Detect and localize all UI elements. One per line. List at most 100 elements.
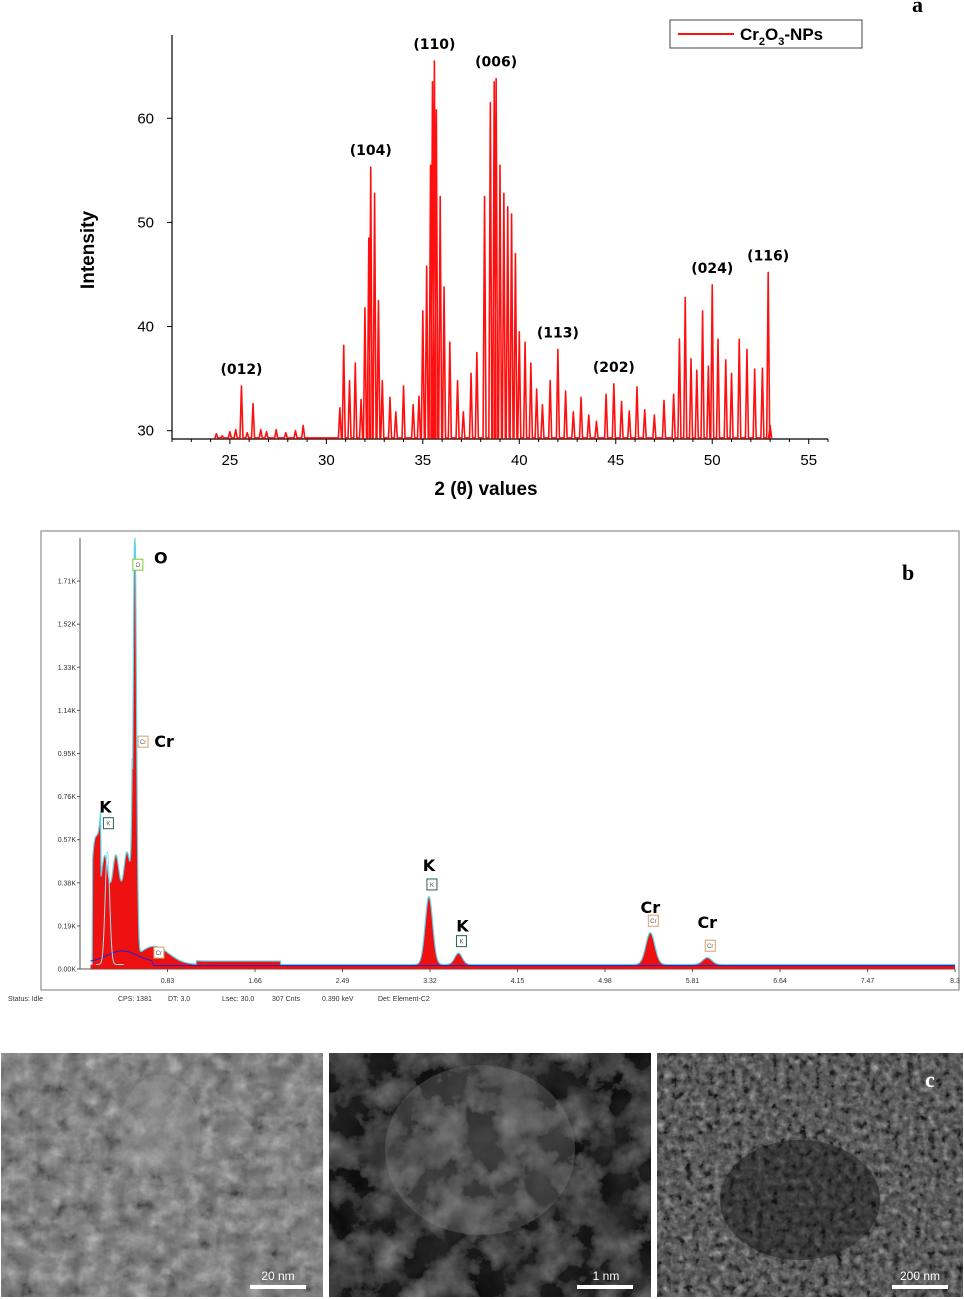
eds-k-fit-curve [95, 850, 124, 965]
eds-element-tag-text: K [430, 883, 434, 889]
xrd-series-line [214, 60, 773, 439]
eds-y-tick-label: 0.76K [58, 794, 77, 801]
eds-element-label: K [423, 856, 436, 875]
eds-y-tick-label: 0.95K [58, 751, 77, 758]
eds-x-tick-label: 5.81 [686, 978, 700, 985]
eds-element-tag-text: K [106, 822, 110, 828]
xrd-x-axis-title: 2 (θ) values [434, 479, 537, 500]
xrd-x-tick-label: 40 [511, 452, 528, 469]
panel-letter-b: b [902, 560, 914, 585]
eds-element-tag-text: O [135, 563, 140, 569]
eds-element-tag-box [153, 946, 165, 959]
eds-status-bar: Status: Idle CPS: 1381 DT: 3.0 Lsec: 30.… [8, 996, 430, 1003]
eds-element-tag-box [137, 735, 149, 748]
xrd-y-tick-label: 40 [137, 319, 154, 336]
scale-bar-label-3: 200 nm [900, 1269, 940, 1283]
xrd-x-tick-label: 45 [607, 452, 624, 469]
eds-y-tick-label: 0.38K [58, 880, 77, 887]
sem-images: 20 nm 1 nm c 200 nm [1, 1053, 963, 1297]
sem-image-1-texture [1, 1053, 323, 1297]
xrd-peak-label: (006) [475, 55, 517, 71]
eds-x-tick-label: 0.83 [161, 978, 175, 985]
status-state: Status: Idle [8, 996, 43, 1003]
eds-x-tick-label: 2.49 [336, 978, 350, 985]
xrd-x-tick-label: 50 [704, 452, 721, 469]
xrd-axes: 25 30 35 40 45 50 55 30 40 50 60 (012) (104) (110) (00… [137, 35, 829, 469]
eds-y-tick-label: 1.33K [58, 665, 77, 672]
eds-element-label: K [99, 798, 112, 817]
eds-spectrum-outline [90, 537, 955, 966]
eds-element-tag-text: Cr [650, 919, 656, 925]
eds-element-tag-box [704, 939, 716, 952]
eds-x-tick-label: 7.47 [861, 978, 875, 985]
eds-x-tick-label: 1.66 [248, 978, 262, 985]
xrd-x-tick-label: 55 [800, 452, 817, 469]
legend-box [669, 19, 863, 49]
eds-element-label: Cr [641, 898, 661, 917]
eds-x-tick-label: 6.64 [773, 978, 787, 985]
eds-element-label: O [154, 548, 168, 567]
eds-element-tag-box [132, 558, 144, 571]
eds-x-tick-label: 3.32 [423, 978, 437, 985]
xrd-y-tick-label: 50 [137, 214, 154, 231]
eds-x-tick-label: 8.3 [950, 978, 960, 985]
xrd-peak-label: (104) [350, 143, 392, 159]
sem-image-3: c 200 nm [657, 1053, 963, 1297]
xrd-peak-label: (024) [691, 261, 733, 277]
status-detector: Det: Element-C2 [378, 996, 430, 1003]
eds-x-tick-label: 4.15 [511, 978, 525, 985]
xrd-x-tick-label: 25 [222, 452, 239, 469]
xrd-peak-label: (116) [747, 248, 789, 264]
scale-bar-label-1: 20 nm [261, 1269, 294, 1283]
sem-image-3-texture [657, 1053, 963, 1297]
status-dt: DT: 3.0 [168, 996, 190, 1003]
xrd-x-tick-label: 35 [414, 452, 431, 469]
eds-chart: b 0.00K 0.19K 0.38K 0.57K 0.76K 0.95K 1.14K 1.3… [8, 530, 960, 1003]
sem-image-1: 20 nm [1, 1053, 323, 1297]
eds-y-tick-label: 1.52K [58, 622, 77, 629]
eds-element-tag-box [647, 914, 659, 927]
xrd-peak-label: (012) [220, 362, 262, 378]
eds-y-tick-label: 1.14K [58, 708, 77, 715]
panel-letter-a: a [912, 0, 923, 17]
eds-element-tag-box [455, 935, 467, 948]
eds-element-tag-text: Cr [707, 944, 713, 950]
scale-bar-label-2: 1 nm [593, 1269, 620, 1283]
status-cps: CPS: 1381 [118, 996, 152, 1003]
xrd-y-axis-title: Intensity [78, 211, 99, 290]
eds-element-tag-text: K [459, 940, 463, 946]
eds-element-tag-text: Cr [140, 740, 146, 746]
sem-image-1-grain [120, 1075, 200, 1185]
eds-element-label: Cr [154, 732, 174, 751]
eds-element-tag-box [426, 878, 438, 891]
xrd-y-tick-label: 30 [137, 423, 154, 440]
xrd-peak-label: (113) [537, 325, 579, 341]
xrd-peak-label: (202) [593, 360, 635, 376]
eds-spectrum [90, 537, 955, 969]
eds-frame [40, 530, 960, 991]
panel-letter-c: c [925, 1067, 935, 1092]
eds-element-label: Cr [697, 913, 717, 932]
eds-element-tag-box [102, 817, 114, 830]
sem-image-2-particle [385, 1065, 575, 1235]
eds-element-tag-text: Cr [156, 951, 162, 957]
xrd-peak-label: (110) [413, 37, 455, 53]
eds-y-tick-label: 0.00K [58, 967, 77, 974]
xrd-chart: a 25 30 35 40 45 50 55 30 40 50 60 (012) (104) (110) (… [78, 0, 923, 500]
xrd-y-tick-label: 60 [137, 110, 154, 127]
status-cnts: 307 Cnts [272, 996, 301, 1003]
legend-label: Cr2O3-NPs [740, 25, 823, 48]
xrd-x-tick-label: 30 [318, 452, 335, 469]
eds-element-label: K [456, 917, 469, 936]
sem-image-2: 1 nm [329, 1053, 651, 1297]
eds-y-tick-label: 0.19K [58, 923, 77, 930]
xrd-legend: Cr2O3-NPs [669, 19, 863, 49]
sem-image-2-texture [329, 1053, 651, 1297]
sem-image-3-dark-region [720, 1140, 880, 1260]
status-kev: 0.390 keV [322, 996, 354, 1003]
eds-y-tick-label: 0.57K [58, 837, 77, 844]
eds-y-tick-label: 1.71K [58, 579, 77, 586]
status-lsec: Lsec: 30.0 [222, 996, 254, 1003]
